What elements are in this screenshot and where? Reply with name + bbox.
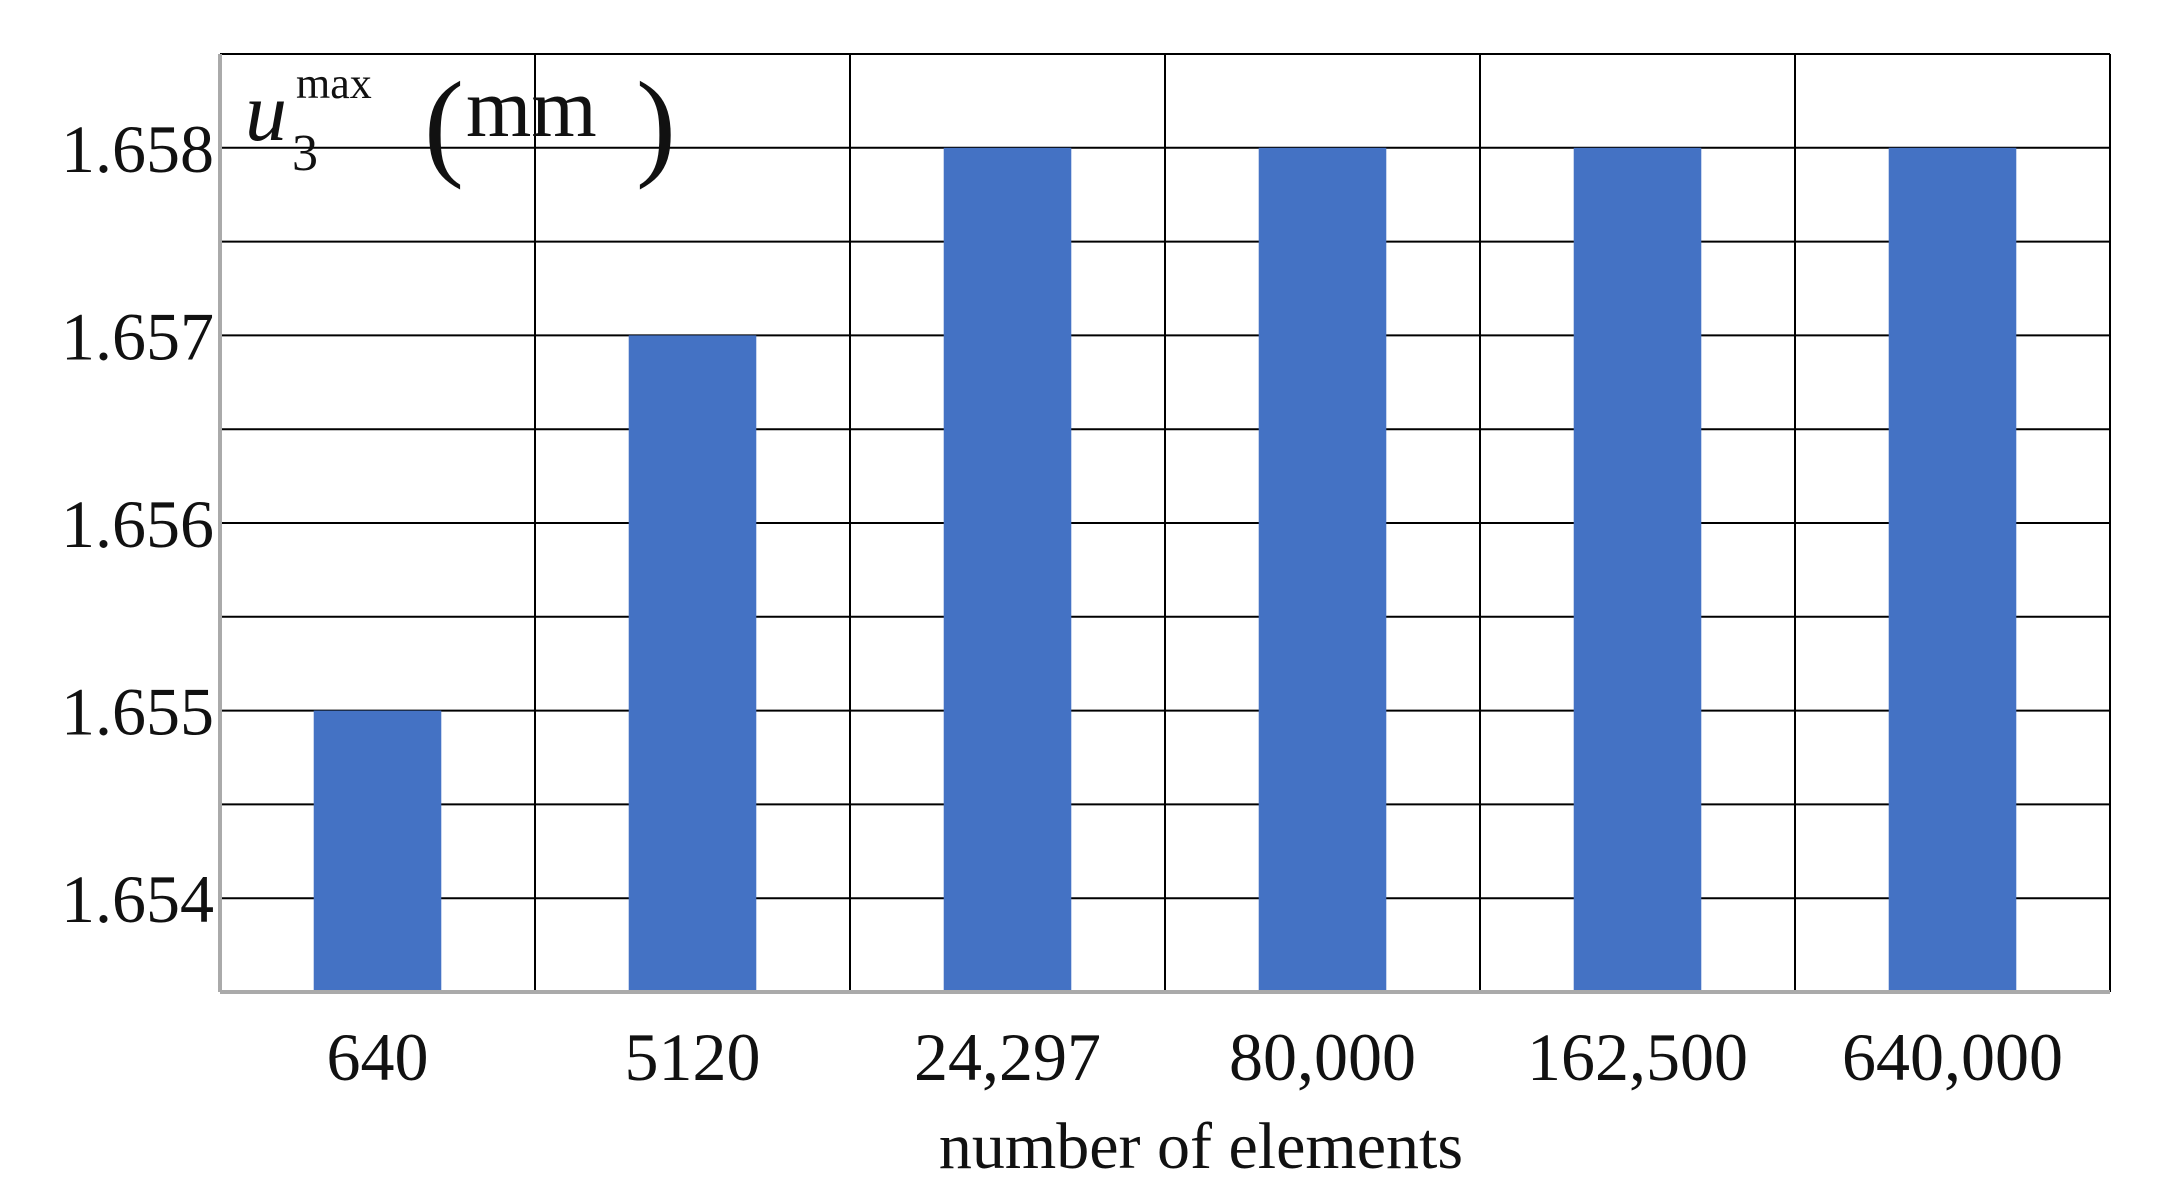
axes [218,54,2110,994]
bar-640 [313,710,442,992]
y-tick-labels: 1.654 1.655 1.656 1.657 1.658 [61,111,214,937]
y-axis-title-symbol: u [245,66,287,159]
y-axis-title-close-paren: ) [636,57,676,190]
grid-lines [220,53,2111,992]
y-axis-title-superscript: max [296,59,372,108]
y-tick-label: 1.654 [61,861,214,937]
y-tick-label: 1.657 [61,298,214,374]
x-tick-label: 162,500 [1527,1019,1748,1095]
y-tick-label: 1.658 [61,111,214,187]
y-axis-title-open-paren: ( [424,57,464,190]
x-tick-label: 24,297 [914,1019,1101,1095]
bar-80000 [1258,147,1387,993]
bar-24297 [943,147,1072,993]
y-axis-title-subscript: 3 [292,125,318,182]
x-tick-labels: 640 5120 24,297 80,000 162,500 640,000 [327,1019,2064,1095]
x-tick-label: 640 [327,1019,429,1095]
y-tick-label: 1.655 [61,674,214,750]
x-tick-label: 80,000 [1229,1019,1416,1095]
y-axis-title: u max 3 ( mm ) [245,57,676,190]
bar-640000 [1888,147,2017,993]
x-axis-title: number of elements [939,1110,1463,1183]
y-axis-title-unit: mm [466,62,597,155]
bars [313,147,2017,993]
x-tick-label: 5120 [625,1019,761,1095]
y-tick-label: 1.656 [61,486,214,562]
bar-5120 [628,335,757,992]
x-tick-label: 640,000 [1842,1019,2063,1095]
bar-162500 [1573,147,1702,993]
